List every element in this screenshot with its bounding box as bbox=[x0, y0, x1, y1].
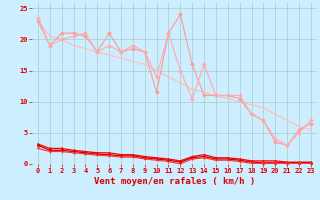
X-axis label: Vent moyen/en rafales ( km/h ): Vent moyen/en rafales ( km/h ) bbox=[94, 177, 255, 186]
